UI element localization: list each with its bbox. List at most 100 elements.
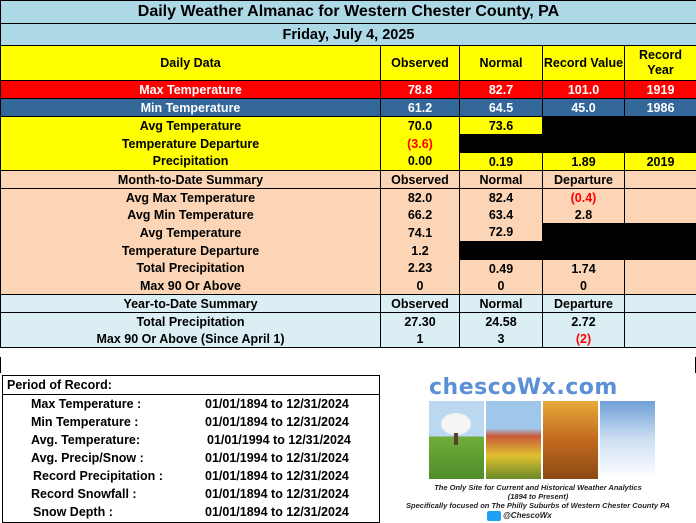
daily-header-observed: Observed [380,45,460,81]
site-logo[interactable]: chescoWx.com [429,375,618,400]
period-range: 01/01/1894 to 12/31/2024 [205,415,349,429]
month-row-label: Temperature Departure [0,241,381,260]
month-empty [623,277,696,295]
year-header-label: Year-to-Date Summary [0,294,381,313]
period-row: Avg. Precip/Snow : 01/01/1994 to 12/31/2… [3,451,379,469]
year-header-departure: Departure [542,294,625,313]
month-blackout [458,241,696,260]
period-label: Max Temperature : [31,397,142,411]
month-empty [623,188,696,206]
month-row-label: Avg Temperature [0,223,381,242]
tagline-years: (1894 to Present) [507,492,569,501]
month-row-avg-temp: Avg Temperature 74.1 72.9 [0,223,696,242]
daily-normal: 73.6 [459,116,543,135]
month-row-total-precip: Total Precipitation 2.23 0.49 1.74 [0,259,696,277]
daily-row-max-temp: Max Temperature 78.8 82.7 101.0 1919 [0,80,696,99]
daily-header-record-year: Record Year [623,45,696,81]
year-header-observed: Observed [380,294,460,313]
daily-row-label: Min Temperature [0,98,381,117]
month-header-observed: Observed [380,170,460,189]
period-range: 01/01/1894 to 12/31/2024 [205,469,349,483]
daily-record-value: 45.0 [542,98,625,117]
month-empty [623,206,696,224]
daily-row-label: Precipitation [0,152,381,171]
month-departure: 0 [542,277,625,295]
period-range: 01/01/1994 to 12/31/2024 [205,451,349,465]
month-normal: 0.49 [459,259,543,277]
tagline-focus: Specifically focused on The Philly Subur… [406,501,670,510]
year-normal: 3 [459,330,543,348]
period-label: Avg. Temperature: [31,433,141,447]
period-row: Snow Depth : 01/01/1894 to 12/31/2024 [3,505,379,523]
month-header-departure: Departure [542,170,625,189]
daily-record-year: 1986 [623,98,696,117]
season-photos [429,401,657,479]
year-normal: 24.58 [459,312,543,330]
spring-photo [429,401,484,479]
daily-blackout [458,134,696,153]
period-label: Min Temperature : [31,415,139,429]
year-empty [623,312,696,330]
daily-normal: 82.7 [459,80,543,99]
month-observed: 66.2 [380,206,460,224]
tagline: The Only Site for Current and Historical… [434,483,642,492]
twitter-handle[interactable]: @ChescoWx [487,511,552,521]
trunk-icon [454,433,458,445]
month-departure: 1.74 [542,259,625,277]
period-label: Avg. Precip/Snow : [31,451,144,465]
month-row-label: Max 90 Or Above [0,277,381,295]
daily-observed: 0.00 [380,152,460,171]
year-observed: 27.30 [380,312,460,330]
period-range: 01/01/1894 to 12/31/2024 [205,487,349,501]
daily-record-year: 1919 [623,80,696,99]
period-label: Record Snowfall : [31,487,137,501]
daily-observed: 61.2 [380,98,460,117]
period-row: Min Temperature : 01/01/1894 to 12/31/20… [3,415,379,433]
year-header-empty [623,294,696,313]
twitter-handle-text[interactable]: @ChescoWx [503,511,552,521]
daily-observed: 70.0 [380,116,460,135]
chescowx-brand: chescoWx.com The Only Site for Current a… [383,373,693,523]
daily-row-temp-departure: Temperature Departure (3.6) [0,134,696,153]
period-label: Record Precipitation : [33,469,163,483]
daily-row-label: Max Temperature [0,80,381,99]
divider [3,394,379,395]
daily-observed: 78.8 [380,80,460,99]
month-empty [623,259,696,277]
month-observed: 1.2 [380,241,460,260]
report-date: Friday, July 4, 2025 [0,23,696,46]
month-row-avg-min: Avg Min Temperature 66.2 63.4 2.8 [0,206,696,224]
daily-observed: (3.6) [380,134,460,153]
spacer [0,357,696,373]
month-row-label: Total Precipitation [0,259,381,277]
period-range: 01/01/1994 to 12/31/2024 [207,433,351,447]
month-departure: 2.8 [542,206,625,224]
month-departure: (0.4) [542,188,625,206]
period-label: Snow Depth : [33,505,113,519]
summer-photo [486,401,541,479]
page-title: Daily Weather Almanac for Western Cheste… [0,0,696,24]
year-departure: 2.72 [542,312,625,330]
month-normal: 0 [459,277,543,295]
daily-row-label: Temperature Departure [0,134,381,153]
daily-row-label: Avg Temperature [0,116,381,135]
year-row-max90: Max 90 Or Above (Since April 1) 1 3 (2) [0,330,696,348]
year-row-label: Total Precipitation [0,312,381,330]
month-normal: 63.4 [459,206,543,224]
month-row-temp-departure: Temperature Departure 1.2 [0,241,696,260]
year-departure: (2) [542,330,625,348]
period-title: Period of Record: [7,378,112,392]
daily-row-avg-temp: Avg Temperature 70.0 73.6 [0,116,696,135]
year-header-normal: Normal [459,294,543,313]
year-row-total-precip: Total Precipitation 27.30 24.58 2.72 [0,312,696,330]
almanac-table: Daily Weather Almanac for Western Cheste… [0,0,696,348]
winter-photo [600,401,655,479]
month-row-max90: Max 90 Or Above 0 0 0 [0,277,696,295]
daily-header-record-value: Record Value [542,45,625,81]
month-normal: 82.4 [459,188,543,206]
month-row-label: Avg Max Temperature [0,188,381,206]
daily-normal: 64.5 [459,98,543,117]
year-observed: 1 [380,330,460,348]
month-header-normal: Normal [459,170,543,189]
month-row-avg-max: Avg Max Temperature 82.0 82.4 (0.4) [0,188,696,206]
